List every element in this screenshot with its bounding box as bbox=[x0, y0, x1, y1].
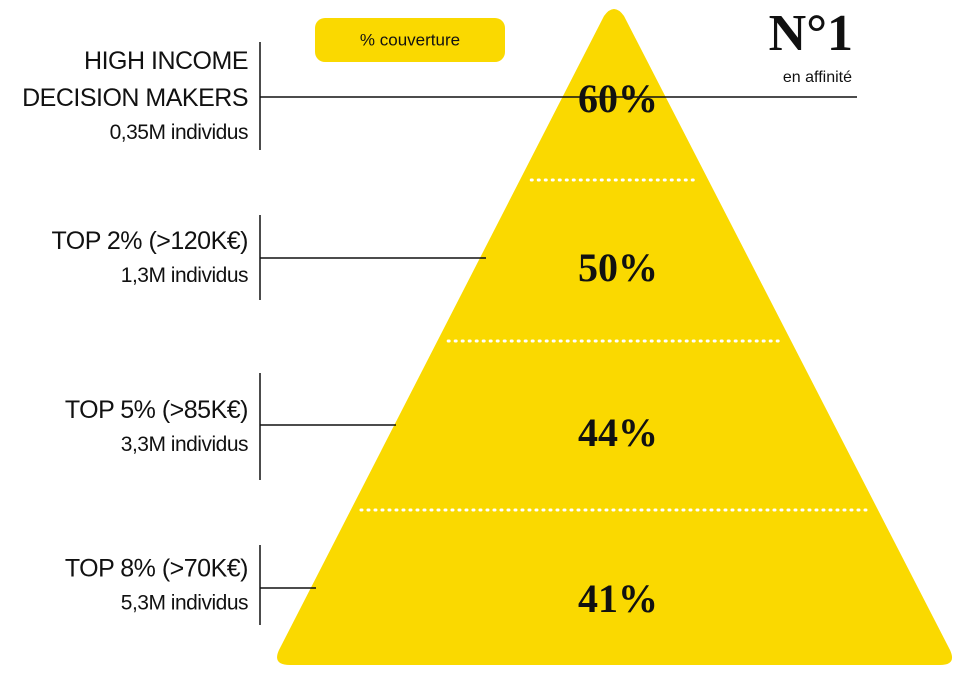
level-label: DECISION MAKERS bbox=[22, 84, 248, 112]
pyramid bbox=[277, 9, 953, 665]
population: 1,3M individus bbox=[121, 264, 248, 287]
coverage-value: 41% bbox=[578, 576, 658, 621]
legend-text: % couverture bbox=[360, 30, 460, 49]
population: 3,3M individus bbox=[121, 433, 248, 456]
population: 5,3M individus bbox=[121, 592, 248, 615]
rank-caption: en affinité bbox=[783, 69, 852, 86]
legend-badge bbox=[315, 18, 505, 62]
coverage-value: 60% bbox=[578, 76, 658, 121]
level-label: TOP 2% (>120K€) bbox=[51, 227, 248, 255]
rank: N°1 bbox=[769, 5, 853, 62]
coverage-value: 50% bbox=[578, 245, 658, 290]
level-label: HIGH INCOME bbox=[84, 47, 248, 75]
population: 0,35M individus bbox=[110, 121, 248, 144]
level-label: TOP 8% (>70K€) bbox=[65, 555, 248, 583]
coverage-value: 44% bbox=[578, 410, 658, 455]
level-label: TOP 5% (>85K€) bbox=[65, 396, 248, 424]
